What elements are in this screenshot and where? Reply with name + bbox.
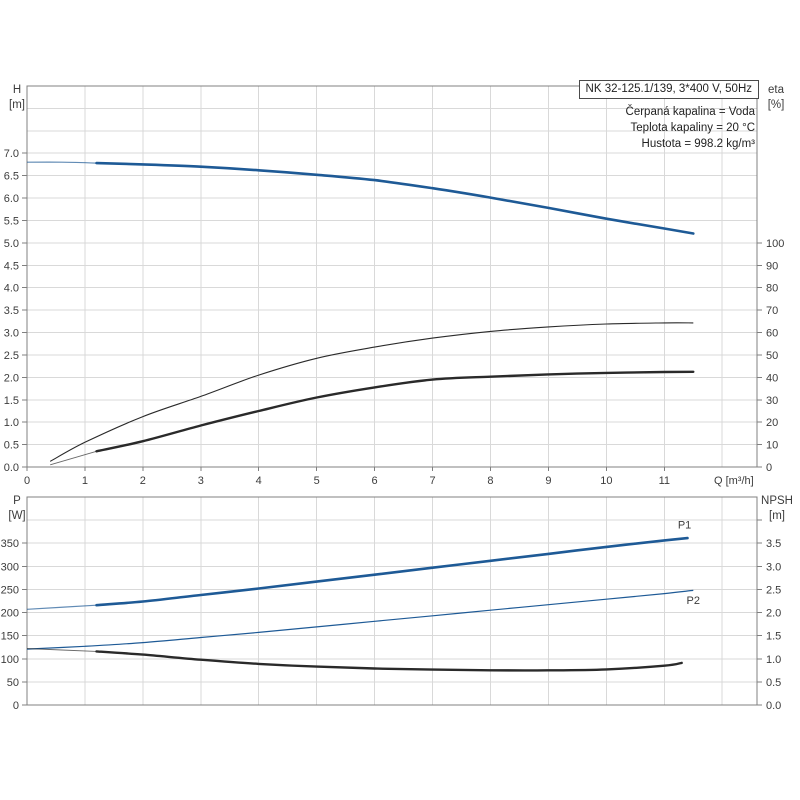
power-npsh-chart: 0 50 100 150 200 250 300 350 0.0 0.5 1.0 1.5 2.0 2.5 3… [1,496,781,712]
npsh-axis-unit: [m] [769,510,785,522]
right-tick-label: 90 [766,260,778,272]
curve-P2 [26,589,694,650]
p-axis-unit-label: P [W] [0,494,34,524]
p-axis-unit: [W] [8,510,26,522]
left-tick-label: 0.0 [4,462,19,474]
left-tick-label: 350 [1,538,19,550]
left-tick-label: 150 [1,631,19,643]
x-axis-title: Q [m³/h] [714,475,754,487]
eta-axis-unit-label: eta [%] [755,83,797,113]
right-tick-label: 0.0 [766,700,781,712]
curve-H [95,161,695,235]
right-tick-label: 50 [766,350,778,362]
x-tick-label: 4 [256,475,262,487]
left-tick-label: 3.0 [4,328,19,340]
left-tick-label: 5.5 [4,215,19,227]
eta-axis-name: eta [768,84,784,96]
curve-eta1 [49,322,694,462]
curve-NPSH-thin [26,648,97,652]
left-tick-label: 2.5 [4,350,19,362]
left-tick-label: 1.5 [4,395,19,407]
condition-line-fluid: Čerpaná kapalina = Voda [625,106,755,118]
x-tick-label: 9 [545,475,551,487]
plot-frame [26,85,758,468]
left-tick-label: 100 [1,654,19,666]
x-tick-label: 1 [82,475,88,487]
h-axis-unit: [m] [9,99,25,111]
left-tick-label: 6.0 [4,193,19,205]
right-tick-label: 70 [766,305,778,317]
curve-P1 [95,536,689,607]
right-tick-label: 1.5 [766,631,781,643]
x-tick-label: 11 [659,475,670,487]
right-tick-label: 2.0 [766,608,781,620]
h-axis-name: H [12,84,22,96]
right-tick-label: 100 [766,238,784,250]
p-axis-name: P [13,495,21,507]
x-tick-label: 8 [487,475,493,487]
curve-NPSH [95,650,683,672]
curve-eta2-thin [50,450,97,466]
left-tick-label: 1.0 [4,417,19,429]
curve-P1-thin [26,604,97,610]
x-tick-label: 0 [24,475,30,487]
left-tick-label: 7.0 [4,148,19,160]
left-tick-label: 3.5 [4,305,19,317]
left-tick-label: 4.0 [4,283,19,295]
right-tick-label: 0 [766,462,772,474]
curve-label-P2: P2 [687,595,700,607]
qh-eta-chart: 0.0 0.5 1.0 1.5 2.0 2.5 3.0 3.5 4.0 4.5 5.0 5.5 6.0 6… [4,85,784,487]
x-tick-label: 3 [198,475,204,487]
right-tick-label: 0.5 [766,677,781,689]
left-tick-label: 0.5 [4,440,19,452]
eta-axis-unit: [%] [767,99,785,111]
condition-line-density: Hustota = 998.2 kg/m³ [641,138,755,150]
left-tick-label: 2.0 [4,372,19,384]
x-tick-label: 7 [429,475,435,487]
curve-label-P1: P1 [678,519,691,531]
left-tick-label: 300 [1,561,19,573]
operating-conditions: Čerpaná kapalina = Voda Teplota kapaliny… [626,104,755,152]
h-axis-unit-label: H [m] [0,83,34,113]
right-tick-label: 80 [766,283,778,295]
x-tick-label: 5 [314,475,320,487]
left-tick-label: 50 [7,677,19,689]
left-tick-label: 200 [1,608,19,620]
right-tick-label: 1.0 [766,654,781,666]
right-tick-label: 3.0 [766,561,781,573]
curve-H-thin [26,161,97,164]
plot-frame [26,496,758,706]
right-tick-label: 2.5 [766,584,781,596]
right-tick-label: 60 [766,328,778,340]
pump-model-title-box: NK 32-125.1/139, 3*400 V, 50Hz [578,80,759,99]
npsh-axis-unit-label: NPSH [m] [754,494,800,524]
left-tick-label: 5.0 [4,238,19,250]
x-tick-label: 10 [600,475,612,487]
right-tick-label: 30 [766,395,778,407]
left-tick-label: 250 [1,584,19,596]
x-tick-label: 6 [372,475,378,487]
curve-eta2 [95,370,695,453]
npsh-axis-name: NPSH [761,495,793,507]
left-tick-label: 6.5 [4,171,19,183]
left-tick-label: 4.5 [4,260,19,272]
right-tick-label: 20 [766,417,778,429]
right-tick-label: 40 [766,372,778,384]
x-tick-label: 2 [140,475,146,487]
right-tick-label: 10 [766,440,778,452]
condition-line-temperature: Teplota kapaliny = 20 °C [630,122,755,134]
left-tick-label: 0 [13,700,19,712]
right-tick-label: 3.5 [766,538,781,550]
